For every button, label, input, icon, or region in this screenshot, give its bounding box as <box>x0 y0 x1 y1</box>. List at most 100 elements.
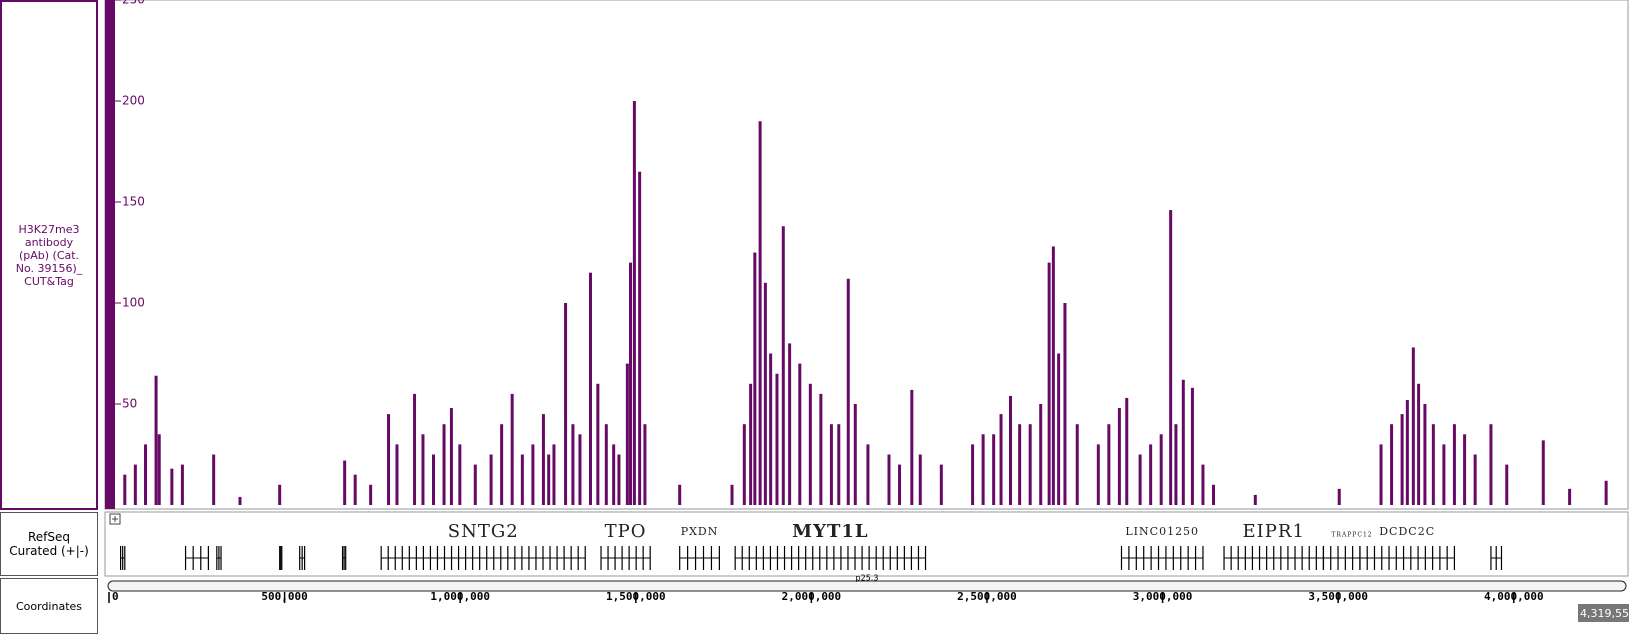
signal-bar <box>1473 454 1477 505</box>
signal-bar <box>629 262 633 505</box>
signal-bar <box>1138 454 1142 505</box>
signal-bar <box>837 424 841 505</box>
signal-bar <box>395 444 399 505</box>
signal-bar <box>749 383 753 505</box>
signal-bar <box>1541 440 1545 505</box>
signal-bar <box>564 303 568 505</box>
track-label[interactable]: H3K27me3 antibody (pAb) (Cat. No. 39156)… <box>0 0 98 510</box>
signal-bar <box>421 434 425 505</box>
signal-frame <box>104 0 1629 510</box>
signal-bar <box>343 460 347 505</box>
signal-bar <box>180 464 184 505</box>
signal-bar <box>612 444 616 505</box>
signal-bar <box>1117 408 1121 505</box>
signal-bar <box>1337 488 1341 505</box>
signal-bar <box>730 484 734 505</box>
signal-bar <box>758 121 762 505</box>
signal-bar <box>1174 424 1178 505</box>
signal-bar <box>638 171 642 505</box>
chromosome-ideogram <box>107 580 1627 592</box>
signal-bar <box>781 226 785 506</box>
signal-bar <box>742 424 746 505</box>
signal-bar <box>123 474 127 505</box>
x-tick-label: 1,500,000 <box>606 590 666 603</box>
signal-bar <box>1028 424 1032 505</box>
signal-bar <box>1568 488 1572 505</box>
signal-bar <box>918 454 922 505</box>
signal-bar <box>1604 480 1608 505</box>
signal-bar <box>1047 262 1051 505</box>
signal-bar <box>1411 347 1415 505</box>
signal-bar <box>829 424 833 505</box>
signal-bar <box>1489 424 1493 505</box>
signal-bar <box>413 393 417 505</box>
y-tick-label: 50 <box>122 397 137 411</box>
signal-bar <box>846 278 850 505</box>
signal-bar <box>144 444 148 505</box>
signal-bar <box>763 282 767 505</box>
signal-bar <box>604 424 608 505</box>
signal-bar <box>387 414 391 505</box>
y-tick-label: 100 <box>122 296 145 310</box>
signal-bar <box>971 444 975 505</box>
x-tick-label: 3,500,000 <box>1308 590 1368 603</box>
signal-bar <box>1379 444 1383 505</box>
signal-bar <box>769 353 773 505</box>
signal-bar <box>170 468 174 505</box>
signal-bar <box>1096 444 1100 505</box>
signal-bar <box>212 454 216 505</box>
signal-bar <box>520 454 524 505</box>
x-tick-label: 4,000,000 <box>1484 590 1544 603</box>
signal-bar <box>992 434 996 505</box>
signal-bar <box>157 434 161 505</box>
signal-bar <box>853 404 857 505</box>
signal-bar <box>1417 383 1421 505</box>
signal-bar <box>1423 404 1427 505</box>
signal-bar <box>473 464 477 505</box>
signal-bar <box>808 383 812 505</box>
signal-bar <box>571 424 575 505</box>
gene-label: TRAPPC12 <box>1331 532 1372 539</box>
signal-bar <box>1039 404 1043 505</box>
y-tick-label: 250 <box>122 0 145 7</box>
x-tick-label: 3,000,000 <box>1133 590 1193 603</box>
signal-bar <box>1051 246 1055 505</box>
track-label[interactable]: RefSeq Curated (+|-) <box>0 512 98 576</box>
gene-label: MYT1L <box>792 521 868 542</box>
signal-bar <box>588 272 592 505</box>
signal-bar <box>678 484 682 505</box>
signal-bar <box>133 464 137 505</box>
signal-bar <box>898 464 902 505</box>
y-tick-label: 150 <box>122 195 145 209</box>
signal-bar <box>1009 395 1013 505</box>
signal-bar <box>1405 399 1409 505</box>
signal-bar <box>1149 444 1153 505</box>
gene-label: SNTG2 <box>448 521 519 542</box>
x-tick-label: 500,000 <box>261 590 307 603</box>
gene-label: EIPR1 <box>1243 521 1305 542</box>
signal-bar <box>1390 424 1394 505</box>
signal-bar <box>596 383 600 505</box>
signal-bar <box>278 484 282 505</box>
gene-label: PXDN <box>681 525 719 538</box>
signal-bar <box>1463 434 1467 505</box>
x-tick-label: 0 <box>112 590 119 603</box>
signal-bar <box>866 444 870 505</box>
signal-bar <box>238 496 242 505</box>
signal-bar <box>1063 303 1067 505</box>
signal-bar <box>369 484 373 505</box>
signal-bar <box>449 408 453 505</box>
signal-bar <box>489 454 493 505</box>
signal-bar <box>1190 387 1194 505</box>
signal-bar <box>939 464 943 505</box>
signal-bar <box>1431 424 1435 505</box>
signal-bar <box>1018 424 1022 505</box>
signal-bar <box>981 434 985 505</box>
signal-bar <box>643 424 647 505</box>
signal-bar <box>887 454 891 505</box>
signal-bar <box>1169 210 1173 505</box>
signal-bar <box>578 434 582 505</box>
signal-bar <box>1253 494 1257 505</box>
